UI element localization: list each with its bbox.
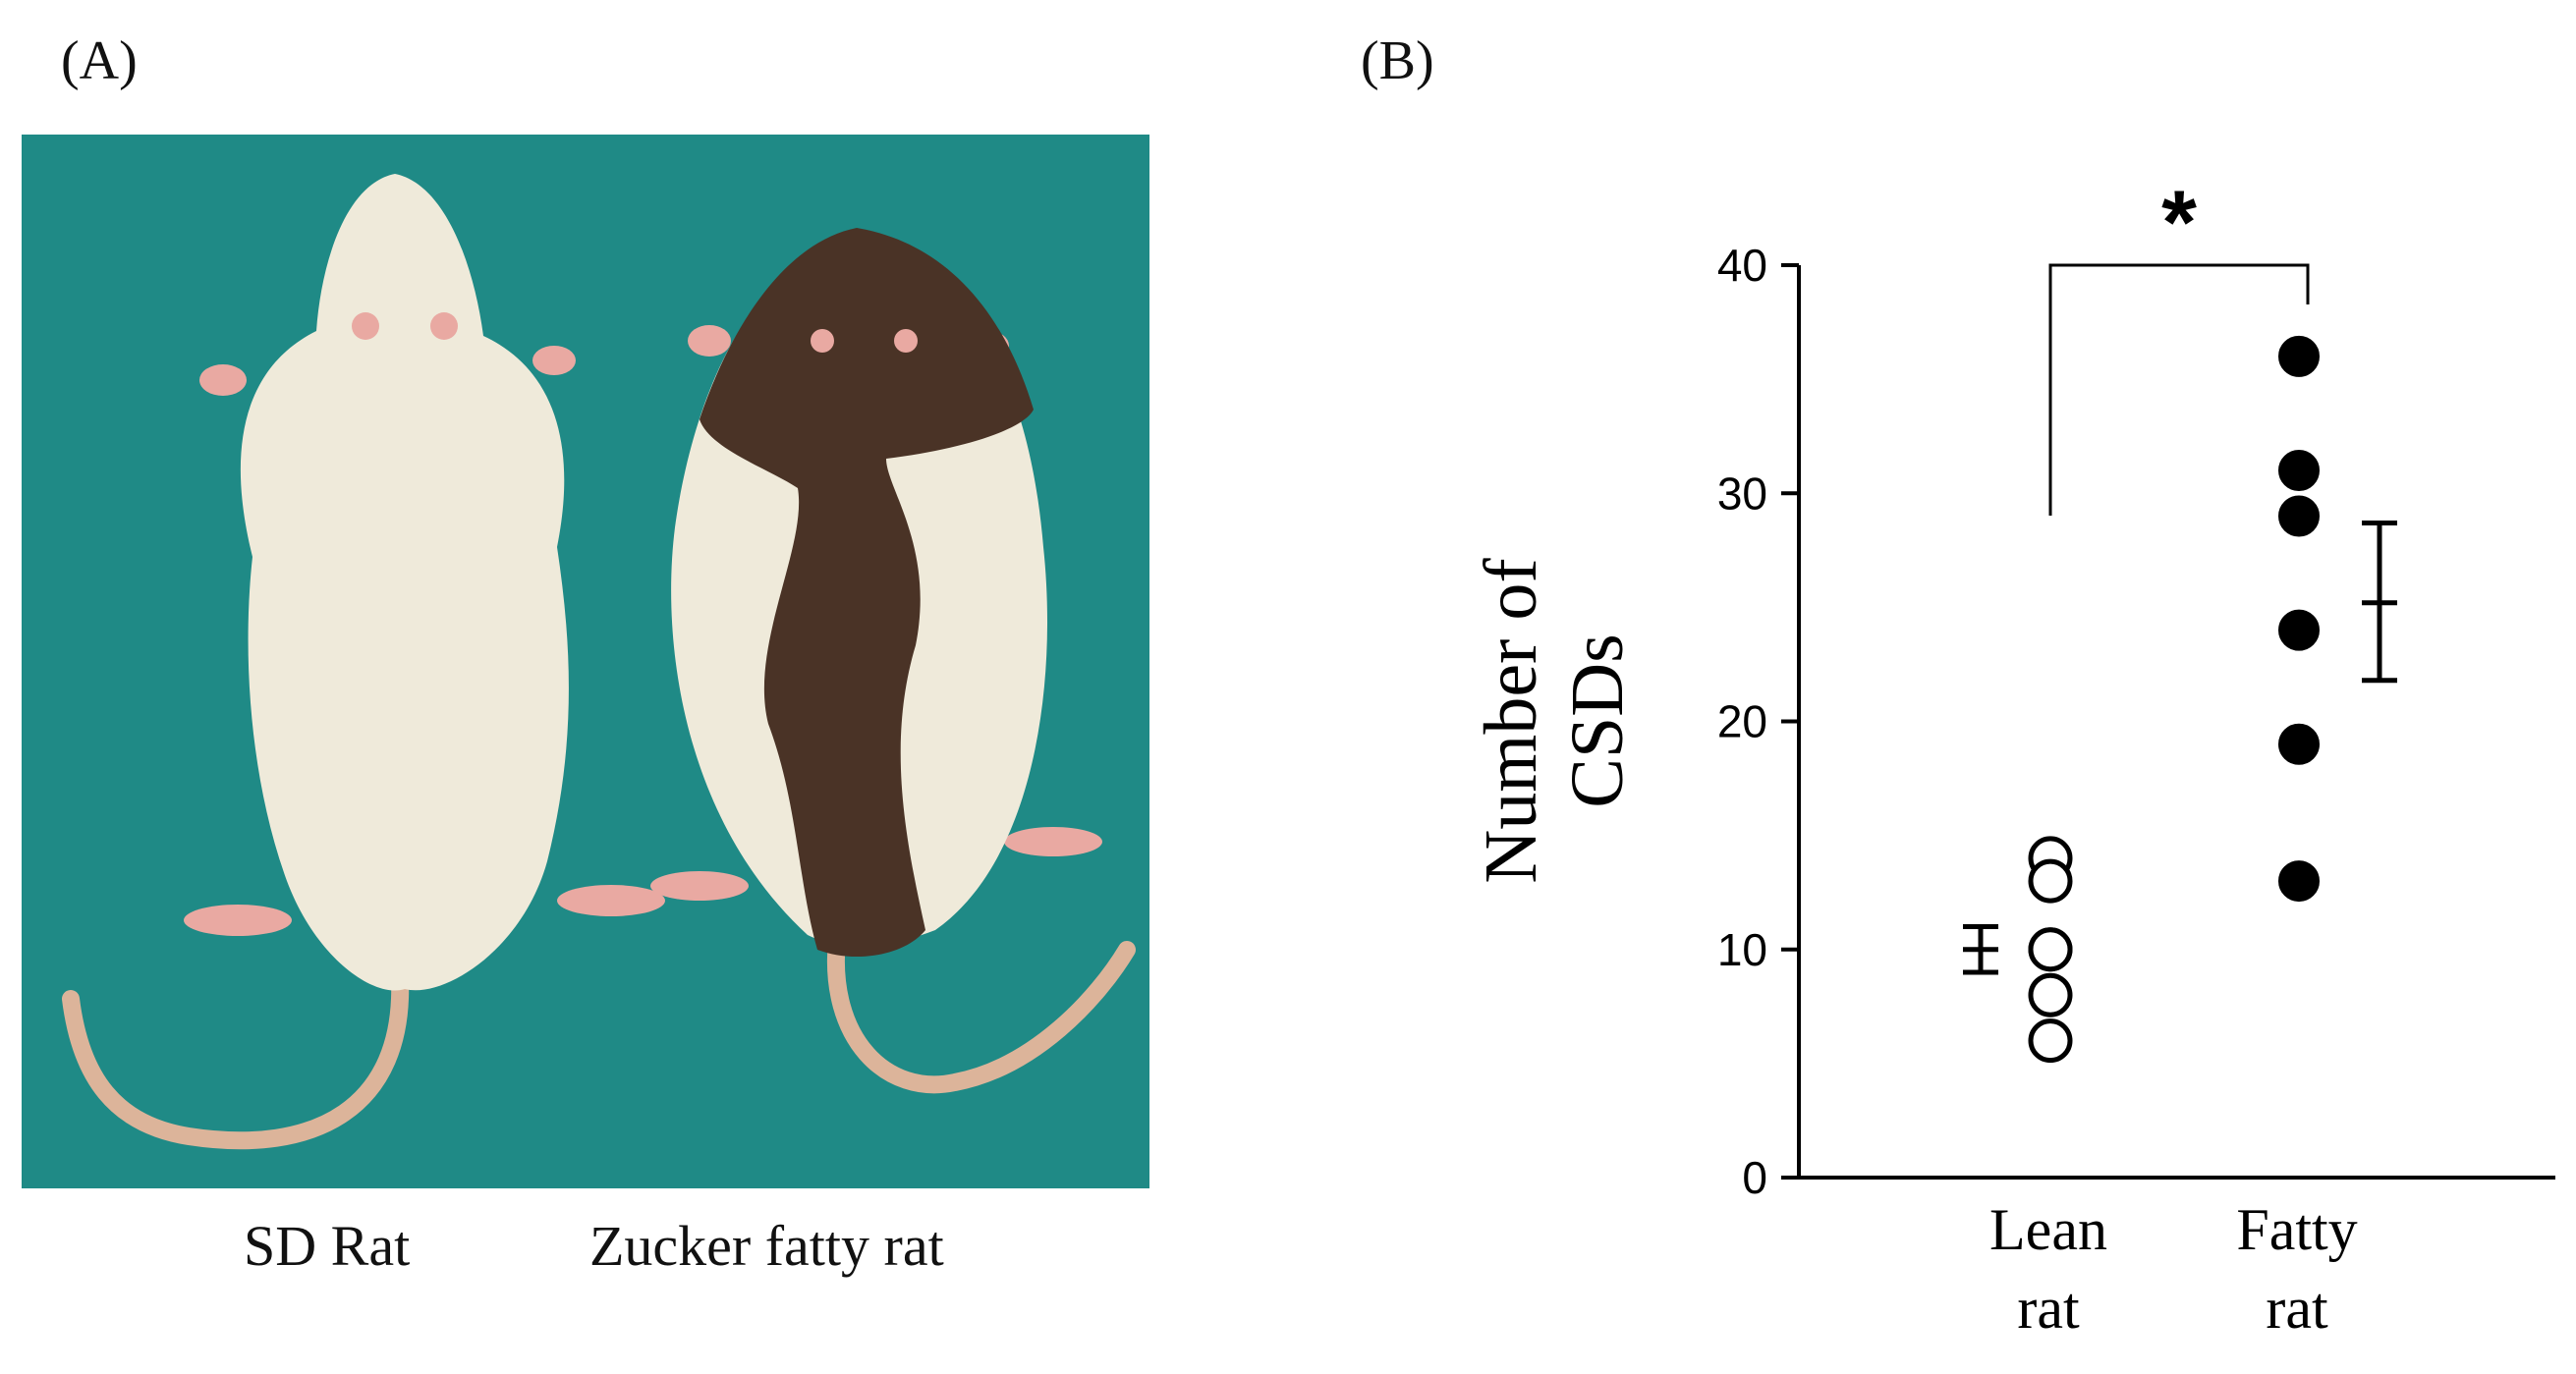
error-bars xyxy=(1963,520,2397,975)
sd-rat-caption: SD Rat xyxy=(244,1214,411,1278)
y-tick-label: 30 xyxy=(1717,467,1767,519)
rat-photo xyxy=(22,135,1149,1188)
zucker-rat-illustration xyxy=(650,228,1136,1094)
lean-rat-point xyxy=(2028,927,2073,972)
significance-marker: * xyxy=(2161,173,2197,273)
fatty-rat-point xyxy=(2278,495,2320,537)
panel-b-label: (B) xyxy=(1361,30,1434,91)
y-axis-label: Number ofCSDs xyxy=(1470,558,1639,884)
x-category-labels: Lean rat Fatty rat xyxy=(1989,1197,2358,1341)
x-category-label: Fatty xyxy=(2236,1197,2357,1262)
bracket-line xyxy=(2048,263,2310,516)
fatty-rat-point xyxy=(2278,335,2320,377)
zucker-rat-caption: Zucker fatty rat xyxy=(589,1214,944,1278)
sd-rat-illustration xyxy=(62,174,665,1150)
chart-axes xyxy=(1797,265,2555,1180)
y-tick-label: 10 xyxy=(1717,924,1767,975)
y-tick-label: 40 xyxy=(1717,240,1767,291)
fatty-rat-point xyxy=(2278,723,2320,765)
lean-rat-point xyxy=(2028,972,2073,1017)
x-category-label: rat xyxy=(2017,1276,2080,1341)
y-tick-label: 0 xyxy=(1742,1152,1767,1203)
fatty-rat-point xyxy=(2278,860,2320,903)
lean-rat-point xyxy=(2028,1018,2073,1064)
panel-a-label: (A) xyxy=(61,30,138,91)
x-category-label: rat xyxy=(2266,1276,2328,1341)
y-tick-label: 20 xyxy=(1717,696,1767,747)
lean-rat-point xyxy=(2028,858,2073,904)
csd-scatter-chart: 0 10 20 30 40 Lean rat Fatty rat * Number ofCSD… xyxy=(1470,173,2555,1341)
significance-bracket: * xyxy=(2048,173,2310,516)
data-points xyxy=(2028,335,2320,1064)
fatty-rat-point xyxy=(2278,609,2320,651)
fatty-rat-point xyxy=(2278,450,2320,492)
error-bar xyxy=(2362,520,2397,684)
y-ticks: 0 10 20 30 40 xyxy=(1717,240,1799,1203)
error-bar xyxy=(1963,924,1998,975)
x-category-label: Lean xyxy=(1989,1197,2107,1262)
